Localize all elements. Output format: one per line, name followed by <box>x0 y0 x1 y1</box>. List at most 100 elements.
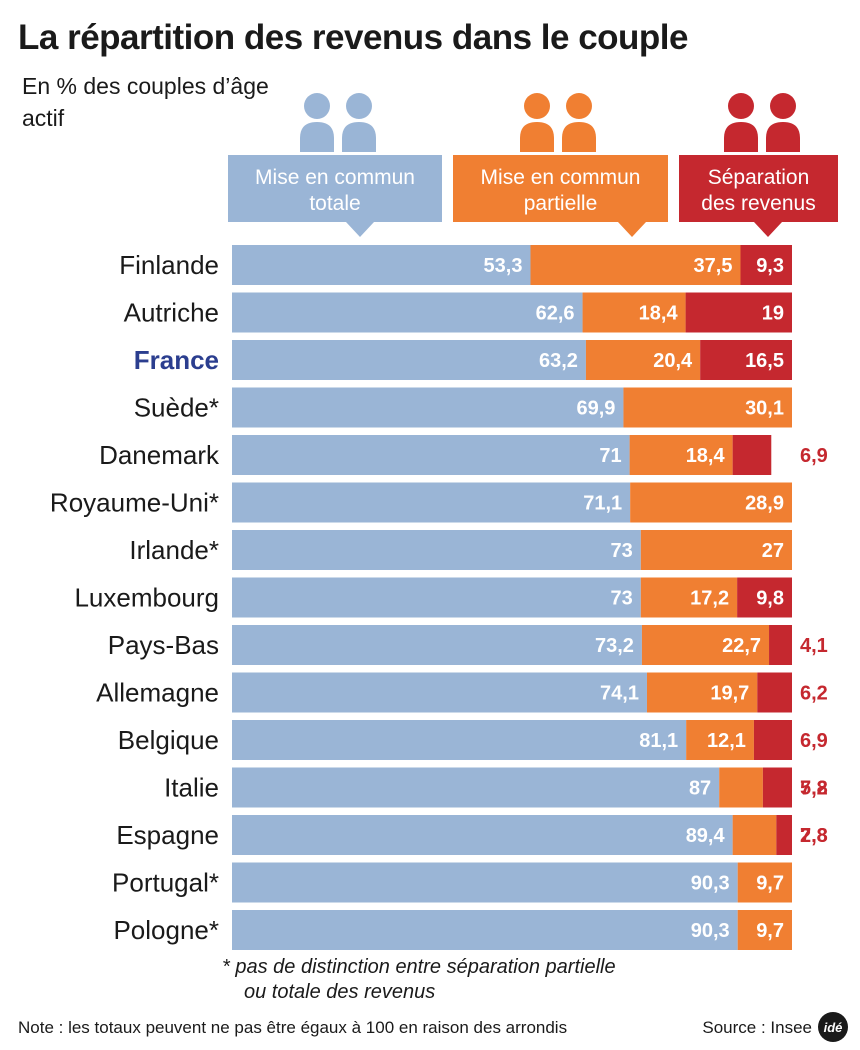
data-label: 73 <box>611 588 633 610</box>
bar-segment <box>769 625 792 665</box>
bar-segment <box>232 292 583 333</box>
bar-row: France 63,2 20,4 16,5 <box>134 340 792 380</box>
data-label: 4,1 <box>800 635 828 657</box>
bar-row: Italie 87 7,85,2 <box>164 767 828 808</box>
bar-segment <box>719 767 763 808</box>
bar-segment <box>582 292 686 333</box>
data-label: 73 <box>611 540 633 562</box>
bar-segment <box>232 862 738 903</box>
data-label: 69,9 <box>577 398 616 420</box>
person-head <box>770 93 796 119</box>
category-label: Danemark <box>99 440 220 470</box>
bar-segment <box>630 482 792 523</box>
data-label: 6,9 <box>800 445 828 467</box>
data-label: 7,8 <box>800 825 828 847</box>
bar-segment <box>623 387 792 428</box>
category-label: Autriche <box>124 298 219 328</box>
legend-label: Mise en commun <box>255 166 415 189</box>
bar-segment <box>740 245 792 285</box>
legend-label: des revenus <box>701 192 815 215</box>
bar-segment <box>232 577 641 618</box>
bar-segment <box>232 672 647 713</box>
bar-segment <box>732 435 772 475</box>
bar-segment <box>232 340 586 380</box>
legend-label: totale <box>309 192 360 215</box>
data-label: 89,4 <box>686 825 726 847</box>
person-body <box>766 122 800 152</box>
bar-segment <box>232 625 642 665</box>
bar-row: Royaume-Uni* 71,1 28,9 <box>50 482 792 523</box>
category-label: Pologne* <box>113 915 219 945</box>
data-label: 20,4 <box>653 350 693 372</box>
category-label: Portugal* <box>112 868 219 898</box>
bar-segment <box>640 577 738 618</box>
legend-box <box>679 155 838 237</box>
bar-segment <box>232 815 733 855</box>
data-label: 62,6 <box>536 303 575 325</box>
bar-segment <box>641 625 770 665</box>
legend-item-2: Mise en commun partielle <box>453 93 668 237</box>
bar-segment <box>232 910 738 950</box>
footnote-line-2: ou totale des revenus <box>244 981 436 1003</box>
bar-row: Espagne 89,4 7,82,8 <box>116 815 828 855</box>
bar-segment <box>585 340 701 380</box>
bar-row: Autriche 62,6 18,4 19 <box>124 292 792 333</box>
bar-segment <box>753 720 792 760</box>
bar-row: Suède* 69,9 30,1 <box>134 387 792 428</box>
legend-label: Mise en commun <box>481 166 641 189</box>
data-label: 9,3 <box>756 255 784 277</box>
bar-row: Portugal* 90,3 9,7 <box>112 862 792 903</box>
bar-row: Danemark 71 18,4 6,9 <box>99 435 828 475</box>
person-body <box>562 122 596 152</box>
bar-segment <box>737 577 792 618</box>
data-label: 9,7 <box>756 873 784 895</box>
bar-segment <box>685 292 792 333</box>
bar-segment <box>776 815 792 855</box>
category-label: Luxembourg <box>74 583 219 613</box>
bar-segment <box>762 767 792 808</box>
category-label: Allemagne <box>96 678 219 708</box>
data-label: 73,2 <box>595 635 634 657</box>
bar-row: Luxembourg 73 17,2 9,8 <box>74 577 792 618</box>
bar-segment <box>232 435 630 475</box>
bar-row: Allemagne 74,1 19,7 6,2 <box>96 672 828 713</box>
chart-title: La répartition des revenus dans le coupl… <box>18 18 688 57</box>
couple-icon <box>300 93 376 152</box>
data-label: 28,9 <box>745 493 784 515</box>
legend-label: partielle <box>524 192 598 215</box>
data-label: 74,1 <box>600 683 639 705</box>
data-label: 12,1 <box>707 730 746 752</box>
data-label: 19 <box>762 303 784 325</box>
data-label: 87 <box>689 778 711 800</box>
category-label: Italie <box>164 773 219 803</box>
bar-segment <box>629 435 733 475</box>
person-body <box>300 122 334 152</box>
bar-segment <box>737 862 792 903</box>
data-label: 71 <box>599 445 621 467</box>
bar-row: Irlande* 73 27 <box>129 530 792 570</box>
bar-row: Pologne* 90,3 9,7 <box>113 910 792 950</box>
category-label: Royaume-Uni* <box>50 488 219 518</box>
bar-segment <box>686 720 754 760</box>
data-label: 90,3 <box>691 873 730 895</box>
bar-segment <box>737 910 792 950</box>
couple-icon <box>520 93 596 152</box>
bar-segment <box>530 245 741 285</box>
category-label: Irlande* <box>129 535 219 565</box>
data-label: 5,2 <box>800 778 828 800</box>
data-label: 22,7 <box>722 635 761 657</box>
person-head <box>304 93 330 119</box>
bar-row: Belgique 81,1 12,1 6,9 <box>118 720 828 760</box>
person-head <box>524 93 550 119</box>
person-head <box>566 93 592 119</box>
bar-segment <box>232 767 720 808</box>
data-label: 9,7 <box>756 920 784 942</box>
data-label: 6,2 <box>800 683 828 705</box>
data-label: 37,5 <box>694 255 733 277</box>
person-body <box>724 122 758 152</box>
person-body <box>342 122 376 152</box>
bar-segment <box>646 672 758 713</box>
data-label: 17,2 <box>690 588 729 610</box>
data-label: 90,3 <box>691 920 730 942</box>
